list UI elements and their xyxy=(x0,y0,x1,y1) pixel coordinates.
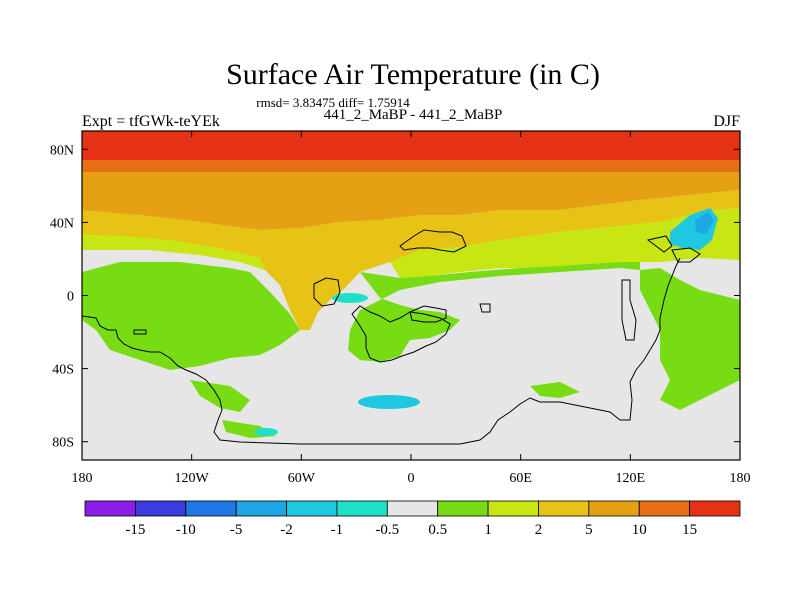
colorbar-label: -0.5 xyxy=(375,522,399,538)
colorbar-label: 1 xyxy=(484,522,492,538)
colorbar-swatch xyxy=(538,500,590,517)
y-tick-label: 80N xyxy=(50,143,74,158)
season-label: DJF xyxy=(713,113,740,130)
band-cyan-ocean-south xyxy=(358,395,420,409)
x-tick-label: 0 xyxy=(408,471,415,486)
colorbar-swatch xyxy=(487,500,539,517)
colorbar-swatch xyxy=(336,500,388,517)
y-tick-label: 0 xyxy=(67,290,74,305)
colorbar-swatch xyxy=(437,500,489,517)
chart-subtitle: rmsd= 3.83475 diff= 1.75914 xyxy=(256,95,410,110)
colorbar-swatch xyxy=(588,500,640,517)
x-tick-label: 180 xyxy=(72,471,93,486)
band-gold xyxy=(82,190,740,330)
map-field xyxy=(82,131,740,460)
colorbar-label: -10 xyxy=(176,522,196,538)
colorbar-label: -2 xyxy=(280,522,293,538)
y-axis: 80N 40N 0 40S 80S xyxy=(50,143,740,451)
band-blue-north xyxy=(695,212,714,234)
band-cyan-south-pacific xyxy=(254,428,278,436)
colorbar-label: 15 xyxy=(682,522,697,538)
experiment-label: Expt = tfGWk-teYEk xyxy=(82,113,220,130)
coastline-arabia xyxy=(409,305,447,323)
colorbar-label: -15 xyxy=(125,522,145,538)
y-tick-label: 40S xyxy=(52,363,74,378)
colorbar-label: 0.5 xyxy=(428,522,447,538)
colorbar-label: -5 xyxy=(230,522,243,538)
coastline-small-island xyxy=(133,329,147,335)
colorbar-label: 5 xyxy=(585,522,593,538)
colorbar-swatch xyxy=(286,500,338,517)
colorbar-swatch xyxy=(689,500,741,517)
y-tick-label: 40N xyxy=(50,216,74,231)
coastline-africa-north xyxy=(313,277,341,307)
coastline-africa xyxy=(351,305,451,363)
colorbar-label: 10 xyxy=(632,522,647,538)
x-tick-label: 120E xyxy=(616,471,646,486)
band-orange xyxy=(82,172,740,230)
coastline-west-asia-north xyxy=(399,229,467,253)
y-tick-label: 80S xyxy=(52,436,74,451)
colorbar-label: 2 xyxy=(535,522,543,538)
band-yellow-green xyxy=(82,208,740,278)
coastline-south-america xyxy=(81,257,681,445)
colorbar-swatch xyxy=(235,500,287,517)
colorbar-swatch xyxy=(638,500,691,517)
x-tick-label: 120W xyxy=(175,471,210,486)
band-green xyxy=(82,262,740,438)
x-tick-label: 60W xyxy=(288,471,316,486)
coastline-east-asia xyxy=(621,235,701,341)
x-tick-label: 60E xyxy=(509,471,532,486)
colorbar-label: -1 xyxy=(331,522,344,538)
colorbar-swatch xyxy=(386,500,439,517)
band-cyan-ocean-equator xyxy=(332,293,368,303)
x-tick-label: 180 xyxy=(730,471,751,486)
colorbar-swatch xyxy=(185,500,237,517)
chart-title: Surface Air Temperature (in C) xyxy=(226,58,600,91)
coastlines xyxy=(81,229,701,445)
band-orange-red xyxy=(82,160,740,174)
colorbar-swatch xyxy=(84,500,136,517)
x-axis: 180 120W 60W 0 60E 120E 180 xyxy=(72,131,751,486)
colorbar-swatch xyxy=(134,500,187,517)
comparison-label: 441_2_MaBP - 441_2_MaBP xyxy=(324,107,503,123)
coastline-india-island xyxy=(479,303,491,313)
colorbar: -15 -10 -5 -2 -1 -0.5 0.5 1 2 5 10 15 xyxy=(84,500,741,538)
